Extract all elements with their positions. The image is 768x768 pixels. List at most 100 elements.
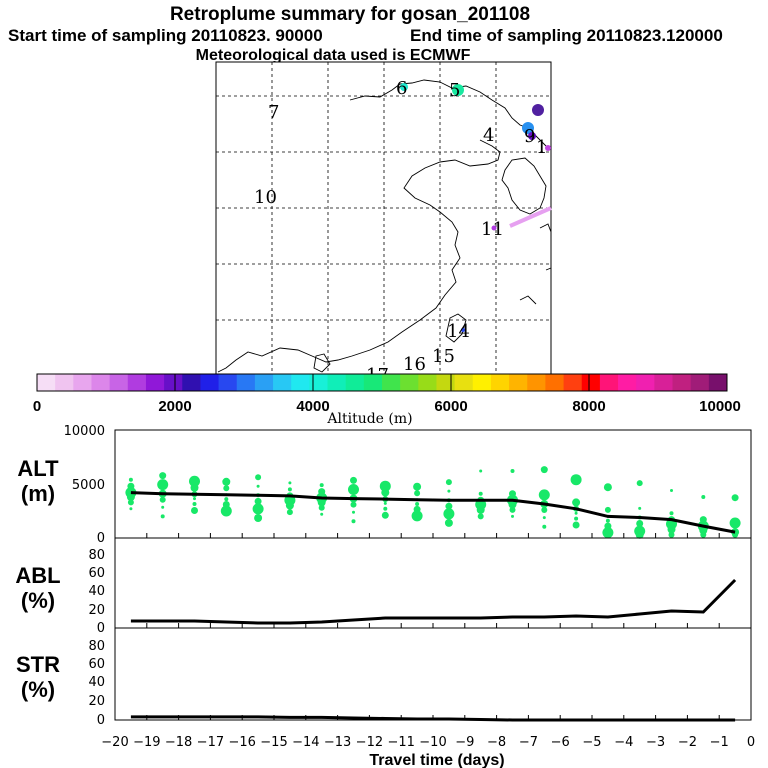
alt-bubble (413, 482, 422, 491)
map-day-label: 1 (536, 137, 547, 158)
colorbar-swatch (218, 374, 238, 391)
alt-bubble (287, 487, 292, 492)
alt-bubble (350, 501, 357, 508)
alt-bubble (352, 510, 355, 514)
colorbar-tick-label: 6000 (434, 398, 467, 415)
alt-bubble (159, 496, 166, 503)
alt-bubble (701, 533, 705, 537)
alt-bubble (602, 527, 614, 539)
alt-bubble (381, 511, 389, 519)
colorbar-swatch (382, 374, 401, 391)
x-tick-label: −14 (292, 735, 319, 750)
map-grid (216, 62, 551, 374)
plume-point (491, 225, 497, 231)
plume-point (528, 132, 536, 140)
alt-bubble (192, 502, 197, 506)
alt-bubble (255, 474, 262, 481)
alt-bubble (127, 499, 134, 506)
x-tick-label: −8 (487, 735, 506, 750)
x-tick-label: −6 (551, 735, 570, 750)
x-tick-label: −17 (197, 735, 224, 750)
map-day-label: 5 (449, 80, 460, 101)
x-tick-label: −7 (519, 735, 538, 750)
alt-bubble (478, 491, 483, 496)
colorbar-swatch (73, 374, 92, 391)
map-day-label: 15 (432, 346, 455, 367)
colorbar-swatch (309, 374, 329, 391)
colorbar-tick-label: 0 (33, 398, 41, 415)
map-day-label: 10 (254, 187, 277, 208)
str-ytick-label: 60 (88, 657, 105, 672)
plume-point (532, 104, 544, 116)
colorbar-swatch (273, 374, 292, 391)
alt-bubble (733, 532, 738, 537)
alt-bubble (542, 516, 546, 520)
colorbar-swatch (454, 374, 474, 391)
alt-ytick-label: 10000 (64, 424, 105, 439)
alt-bubble (511, 514, 514, 518)
alt-bubble (285, 501, 294, 510)
alt-panel: ALT (m) 10000 5000 0 (17, 424, 752, 546)
alt-bubble (574, 511, 578, 515)
colorbar-swatch (509, 374, 528, 391)
colorbar-swatch (345, 374, 365, 391)
str-panel: STR (%) 80 60 40 20 0 (16, 627, 752, 728)
alt-bubble (445, 502, 453, 510)
alt-bubble (670, 489, 673, 492)
alt-bubble (320, 512, 324, 516)
colorbar-swatch (236, 374, 256, 391)
x-tick-label: −3 (646, 735, 665, 750)
plume-point (400, 83, 408, 91)
x-tick-label: −19 (133, 735, 160, 750)
alt-bubble (319, 483, 324, 488)
colorbar-tick-label: 4000 (296, 398, 329, 415)
colorbar-swatch (55, 374, 74, 391)
colorbar-swatch (527, 374, 546, 391)
x-tick-label: −11 (387, 735, 414, 750)
alt-bubble (636, 480, 643, 487)
colorbar-swatch (436, 374, 456, 391)
abl-line (130, 578, 737, 625)
colorbar-swatch (200, 374, 220, 391)
alt-bubble (508, 500, 517, 509)
abl-ylabel: ABL (15, 563, 60, 588)
alt-bubble (572, 498, 581, 507)
alt-bubble (638, 506, 642, 510)
alt-bubble (701, 495, 706, 499)
alt-bubble (220, 505, 232, 517)
alt-ytick-label: 5000 (72, 478, 105, 493)
colorbar-swatch (581, 374, 601, 391)
alt-bubble (604, 506, 611, 513)
figure-title: Retroplume summary for gosan_201108 (170, 4, 530, 25)
colorbar-swatch (618, 374, 637, 391)
abl-ytick-label: 80 (88, 548, 105, 563)
alt-ylabel-unit: (m) (21, 481, 55, 506)
trajectory-map: 1 4 5 6 7 9 10 11 14 15 16 17 (215, 61, 552, 386)
alt-bubble (256, 484, 260, 488)
colorbar-swatch (164, 374, 183, 391)
alt-bubble (383, 506, 388, 511)
alt-bubble (541, 507, 548, 513)
str-ytick-label: 20 (88, 694, 105, 709)
colorbar-tick-label: 10000 (699, 398, 741, 415)
alt-bubble (126, 493, 135, 501)
end-time-label: End time of sampling 20110823.120000 (410, 26, 723, 45)
alt-bubble (605, 518, 610, 523)
alt-bubble (542, 524, 547, 529)
start-time-label: Start time of sampling 20110823. 90000 (8, 26, 323, 45)
alt-bubble (348, 484, 359, 495)
x-tick-label: −4 (614, 735, 633, 750)
alt-bubble (572, 521, 580, 529)
alt-bubble (159, 472, 167, 480)
alt-bubble (350, 476, 357, 484)
alt-bubble (729, 517, 741, 529)
x-tick-label: −16 (228, 735, 255, 750)
colorbar-swatch (636, 374, 655, 391)
colorbar-tick-label: 8000 (572, 398, 605, 415)
alt-bubble (570, 474, 582, 486)
alt-bubble (538, 489, 550, 501)
alt-bubble (254, 497, 262, 505)
alt-bubble (157, 479, 169, 491)
map-day-label: 4 (483, 125, 494, 146)
